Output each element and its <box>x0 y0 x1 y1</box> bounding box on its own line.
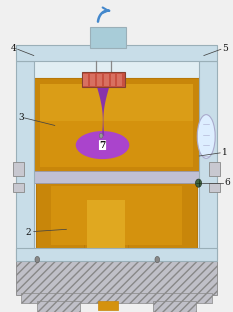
Bar <box>97 74 102 86</box>
Bar <box>199 61 217 259</box>
Ellipse shape <box>76 131 129 159</box>
Text: 6: 6 <box>224 178 230 187</box>
Bar <box>21 293 212 303</box>
Bar <box>16 45 217 61</box>
Bar <box>117 74 122 86</box>
Bar <box>34 78 199 173</box>
Bar <box>51 186 182 245</box>
Circle shape <box>99 133 103 138</box>
Text: 1: 1 <box>222 149 228 157</box>
Bar <box>34 61 199 248</box>
Bar <box>13 183 24 192</box>
Text: 5: 5 <box>222 44 228 53</box>
Bar <box>90 74 95 86</box>
Polygon shape <box>97 88 109 136</box>
Text: 4: 4 <box>11 44 17 53</box>
Circle shape <box>35 256 40 263</box>
Ellipse shape <box>197 115 215 158</box>
Circle shape <box>155 256 160 263</box>
Bar <box>83 74 88 86</box>
Bar <box>36 181 197 248</box>
Bar <box>16 259 217 295</box>
Circle shape <box>195 179 202 187</box>
Bar <box>98 301 118 310</box>
Bar <box>40 84 193 167</box>
Bar <box>87 200 125 248</box>
Bar <box>34 171 199 183</box>
Bar <box>111 74 115 86</box>
Bar <box>104 74 109 86</box>
Text: 3: 3 <box>18 113 24 121</box>
Bar <box>153 301 196 312</box>
Bar <box>37 301 80 312</box>
Bar <box>90 27 126 48</box>
Bar <box>40 84 193 121</box>
Bar <box>84 193 128 248</box>
Bar <box>209 183 220 192</box>
Bar <box>16 248 217 261</box>
Bar <box>82 72 125 87</box>
Text: 7: 7 <box>99 141 106 149</box>
Bar <box>13 162 24 176</box>
Text: 2: 2 <box>25 228 31 237</box>
Bar <box>209 162 220 176</box>
Bar <box>16 61 34 259</box>
